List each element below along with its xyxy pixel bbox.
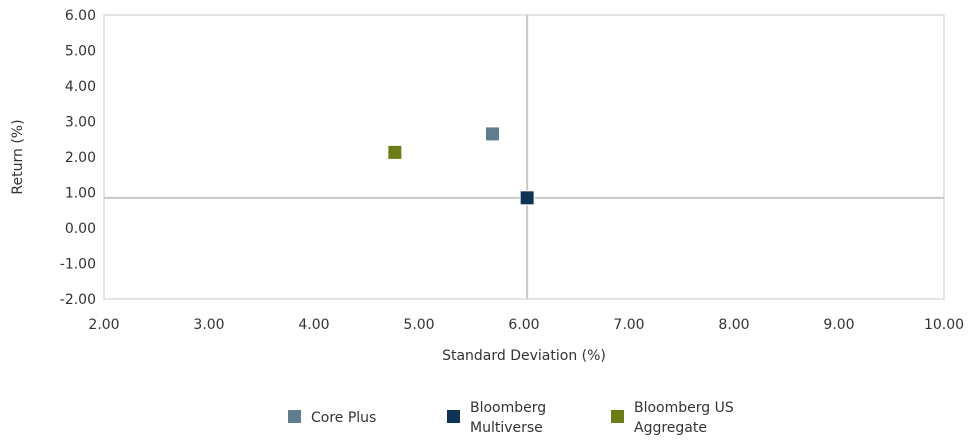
x-tick-label: 8.00 [718,317,749,333]
data-point [387,144,403,160]
plot-area [103,14,945,300]
y-tick-label: 3.00 [65,115,96,131]
y-tick-label: -2.00 [60,292,96,308]
legend-label: Bloomberg US [634,400,734,416]
x-tick-label: 3.00 [193,317,224,333]
legend: Core Plus Bloomberg Multiverse Bloomberg US… [288,400,734,436]
y-tick-label: 1.00 [65,186,96,202]
data-point [519,190,535,206]
x-tick-label: 7.00 [613,317,644,333]
legend-swatch [447,410,460,423]
y-tick-label: 6.00 [65,8,96,24]
legend-label: Bloomberg [470,400,546,416]
y-axis-ticks: -2.00 -1.00 0.00 1.00 2.00 3.00 4.00 5.00 6.00 [60,8,96,308]
x-tick-label: 2.00 [88,317,119,333]
y-tick-label: -1.00 [60,257,96,273]
x-tick-label: 4.00 [298,317,329,333]
data-points [387,126,535,206]
legend-label: Aggregate [634,420,707,436]
x-axis-title: Standard Deviation (%) [442,348,606,364]
y-axis-title: Return (%) [10,119,26,194]
data-point [485,126,500,142]
legend-swatch [611,410,624,423]
y-tick-label: 4.00 [65,79,96,95]
x-tick-label: 6.00 [508,317,539,333]
legend-label: Multiverse [470,420,543,436]
y-tick-label: 0.00 [65,221,96,237]
x-axis-ticks: 2.00 3.00 4.00 5.00 6.00 7.00 8.00 9.00 10.00 [88,317,964,333]
y-tick-label: 2.00 [65,150,96,166]
x-tick-label: 9.00 [823,317,854,333]
x-tick-label: 10.00 [924,317,964,333]
legend-label: Core Plus [311,410,376,426]
x-tick-label: 5.00 [403,317,434,333]
legend-swatch [288,410,301,423]
y-tick-label: 5.00 [65,44,96,60]
